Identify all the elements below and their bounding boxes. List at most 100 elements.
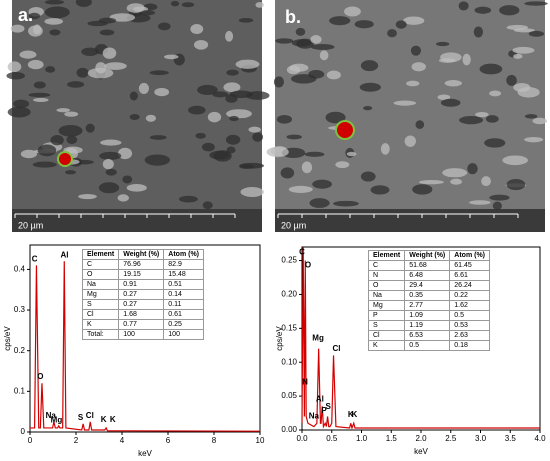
texture: [524, 137, 544, 143]
peak-label: K: [110, 415, 116, 424]
peak-label: K: [101, 415, 107, 424]
table-cell: S: [81, 299, 120, 310]
table-row: S 1.19 0.53: [367, 320, 490, 331]
texture: [266, 146, 289, 158]
table-cell: 0.53: [449, 320, 490, 331]
table-row: Mg 2.77 1.62: [367, 300, 490, 311]
peak-label: Al: [61, 250, 69, 259]
texture: [406, 80, 420, 87]
table-cell: Weight (%): [404, 250, 451, 261]
table-cell: Mg: [367, 300, 406, 311]
texture: [226, 69, 239, 76]
texture: [473, 26, 484, 38]
x-tick-label: 0: [28, 436, 33, 445]
texture: [301, 161, 313, 174]
texture: [458, 1, 469, 11]
texture: [329, 16, 351, 26]
texture: [403, 16, 425, 25]
texture: [32, 24, 42, 35]
texture: [437, 94, 451, 100]
texture: [154, 87, 170, 97]
texture: [295, 27, 306, 36]
texture: [85, 123, 95, 133]
texture: [418, 180, 444, 185]
texture: [129, 91, 138, 101]
texture: [99, 29, 115, 36]
texture: [144, 154, 171, 166]
table-row: P 1.09 0.5: [367, 310, 490, 321]
peak-label: C: [299, 248, 305, 257]
table-cell: 51.68: [404, 260, 451, 271]
peak-label: Na: [309, 412, 320, 421]
table-cell: 0.27: [118, 289, 165, 300]
texture: [164, 54, 179, 60]
table-row: Cl 6.53 2.63: [367, 330, 490, 341]
texture: [201, 142, 215, 152]
plot-frame: [29, 244, 261, 433]
texture: [412, 184, 433, 195]
texture: [459, 115, 484, 125]
texture: [118, 147, 133, 160]
y-tick-label: 0: [21, 427, 26, 436]
texture: [489, 194, 510, 201]
y-tick-label: 0.25: [281, 256, 297, 265]
table-cell: 15.48: [163, 269, 204, 280]
table-cell: Cl: [81, 309, 120, 320]
texture: [360, 60, 379, 72]
texture: [193, 39, 209, 50]
texture: [506, 74, 517, 86]
texture: [462, 53, 471, 66]
texture: [37, 144, 57, 157]
texture: [395, 20, 407, 29]
texture: [280, 167, 295, 179]
peak-label: S: [326, 402, 332, 411]
texture: [225, 134, 241, 145]
texture: [7, 61, 22, 73]
texture: [181, 2, 195, 8]
table-cell: 0.14: [163, 289, 204, 300]
texture: [410, 45, 422, 56]
y-tick-label: 0.00: [281, 425, 297, 434]
texture: [435, 41, 450, 47]
table-cell: 0.18: [449, 340, 490, 351]
texture: [207, 111, 222, 123]
table-row: C 51.68 61.45: [367, 260, 490, 271]
texture: [202, 201, 213, 210]
texture: [197, 84, 218, 95]
texture: [98, 182, 120, 194]
texture: [360, 171, 376, 182]
table-row: Total: 100 100: [81, 329, 204, 340]
texture: [33, 81, 46, 89]
table-row: K 0.5 0.18: [367, 340, 490, 351]
table-cell: 6.48: [404, 270, 451, 281]
peak-label: Mg: [51, 416, 63, 425]
texture: [474, 6, 492, 14]
y-tick-label: 0.15: [281, 323, 297, 332]
x-tick-label: 4: [120, 436, 125, 445]
texture: [145, 114, 156, 122]
table-cell: 29.4: [404, 280, 451, 291]
texture: [312, 179, 333, 189]
texture: [149, 70, 169, 76]
texture: [333, 200, 359, 207]
y-tick-label: 0.2: [14, 346, 26, 355]
table-cell: 76.96: [118, 259, 165, 270]
texture: [288, 185, 313, 193]
spot: [57, 151, 73, 167]
spectrum: [30, 261, 261, 432]
x-tick-label: 2.5: [445, 434, 457, 443]
texture: [532, 117, 548, 125]
table-cell: 19.15: [118, 269, 165, 280]
table-cell: 6.61: [449, 270, 490, 281]
table-cell: Mg: [81, 289, 120, 300]
texture: [240, 187, 264, 197]
texture: [126, 3, 145, 13]
texture: [513, 53, 523, 59]
texture: [33, 97, 49, 103]
texture: [56, 108, 71, 113]
table-cell: P: [367, 310, 406, 321]
texture: [291, 74, 317, 84]
peak-label: O: [305, 260, 311, 269]
texture: [273, 76, 284, 88]
